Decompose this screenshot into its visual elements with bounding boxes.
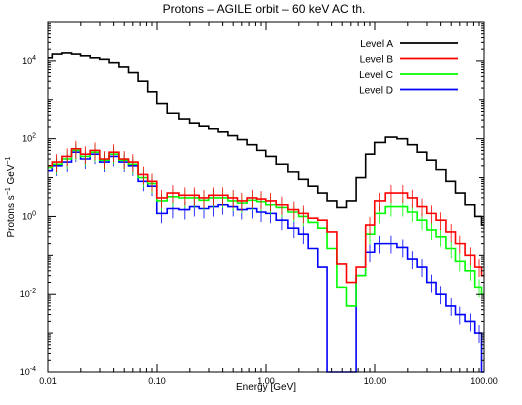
y-tick-base: 10: [22, 211, 32, 221]
y-tick-base: 10: [20, 289, 30, 299]
y-tick-label: 10-2: [20, 288, 36, 299]
series-line-level-c: [48, 149, 484, 307]
x-tick-label: 0.01: [39, 376, 57, 386]
y-axis-title-sup2: −1: [5, 156, 12, 164]
y-axis-title-mid: GeV: [6, 164, 17, 187]
y-tick-exp: 4: [32, 55, 36, 62]
x-tick-label: 10.00: [364, 376, 387, 386]
y-axis-title-main: Protons s: [6, 195, 17, 237]
legend-label: Level B: [360, 55, 394, 66]
x-tick-label: 0.10: [148, 376, 166, 386]
y-tick-base: 10: [22, 56, 32, 66]
legend-label: Level A: [360, 39, 393, 50]
y-tick-label: 104: [22, 55, 36, 66]
y-tick-label: 10-4: [20, 366, 36, 377]
y-tick-base: 10: [20, 367, 30, 377]
series-line-level-d: [48, 151, 484, 373]
y-tick-base: 10: [22, 134, 32, 144]
y-tick-label: 102: [22, 133, 36, 144]
legend-label: Level D: [359, 86, 393, 97]
y-tick-exp: 2: [32, 133, 36, 140]
legend-label: Level C: [359, 70, 393, 81]
series-line-level-b: [48, 147, 484, 284]
series-line-level-a: [48, 52, 484, 226]
y-tick-exp: -4: [30, 366, 36, 373]
x-axis: 0.01 0.10 1.00 10.00 100.00: [39, 22, 498, 386]
y-tick-label: 100: [22, 210, 36, 221]
x-axis-title: Energy [GeV]: [236, 382, 296, 393]
legend: Level A Level B Level C Level D: [359, 39, 458, 97]
y-tick-exp: 0: [32, 210, 36, 217]
y-tick-exp: -2: [30, 288, 36, 295]
y-axis-title-sup1: −1: [5, 187, 12, 195]
chart-title: Protons – AGILE orbit – 60 keV AC th.: [163, 2, 366, 16]
plot-area: [47, 52, 485, 373]
y-axis-title: Protons s−1 GeV−1: [5, 156, 17, 237]
x-tick-label: 100.00: [470, 376, 498, 386]
x-tick-label: 1.00: [257, 376, 275, 386]
